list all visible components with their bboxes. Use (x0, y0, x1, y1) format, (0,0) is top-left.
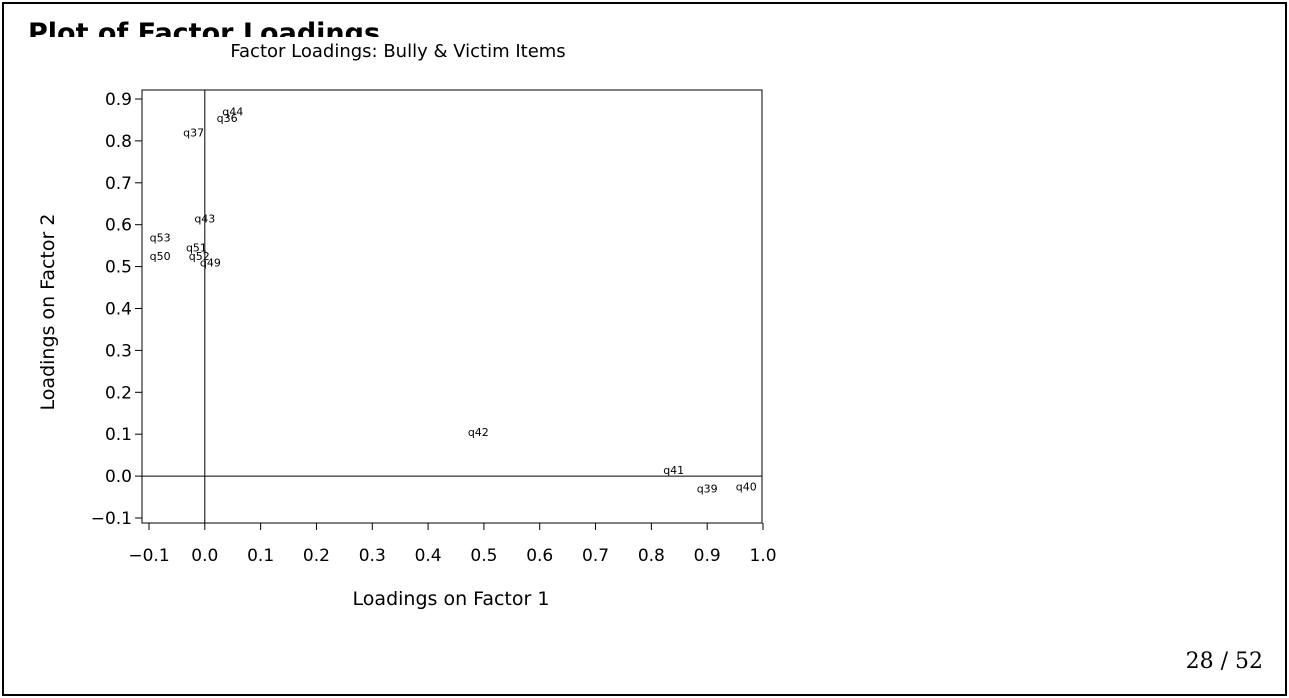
x-tick-label: 0.7 (582, 546, 609, 566)
x-tick-label: −0.1 (128, 546, 169, 566)
y-tick-label: −0.1 (91, 509, 132, 529)
point-label-q53: q53 (150, 231, 171, 244)
x-tick-label: 0.8 (638, 546, 665, 566)
point-label-q37: q37 (183, 127, 204, 140)
y-tick-label: 0.2 (105, 383, 132, 403)
point-label-q43: q43 (194, 212, 215, 225)
point-label-q40: q40 (736, 481, 757, 494)
x-tick-label: 0.5 (470, 546, 497, 566)
x-axis-label: Loadings on Factor 1 (353, 588, 550, 610)
x-tick-label: 0.6 (526, 546, 553, 566)
x-ticks: −0.1 0.0 0.1 0.2 0.3 0.4 0.5 0.6 0.7 0.8 0.9 1.0 (128, 523, 777, 566)
point-label-q39: q39 (697, 483, 718, 496)
y-axis-label: Loadings on Factor 2 (37, 214, 59, 411)
point-label-q50: q50 (150, 250, 171, 263)
x-tick-label: 0.4 (415, 546, 442, 566)
y-tick-label: 0.6 (105, 216, 132, 236)
y-tick-label: 0.3 (105, 341, 132, 361)
plot-area (141, 89, 763, 524)
y-tick-label: 0.9 (105, 90, 132, 110)
x-tick-label: 1.0 (749, 546, 776, 566)
x-tick-label: 0.9 (694, 546, 721, 566)
y-tick-label: 0.1 (105, 425, 132, 445)
y-tick-label: 0.8 (105, 132, 132, 152)
x-tick-label: 0.0 (191, 546, 218, 566)
point-label-q49: q49 (200, 256, 221, 269)
reference-lines (142, 90, 762, 523)
x-tick-label: 0.3 (359, 546, 386, 566)
y-tick-label: 0.4 (105, 300, 132, 320)
point-label-q44: q44 (222, 106, 243, 119)
page-number: 28 / 52 (1185, 649, 1263, 674)
y-tick-label: 0.0 (105, 467, 132, 487)
point-label-q52: q52 (189, 250, 210, 263)
y-ticks: −0.1 0.0 0.1 0.2 0.3 0.4 0.5 0.6 0.7 0.8 0.9 (91, 90, 142, 529)
point-label-q41: q41 (663, 464, 684, 477)
y-tick-label: 0.7 (105, 174, 132, 194)
point-label-q51: q51 (186, 242, 207, 255)
x-tick-label: 0.1 (247, 546, 274, 566)
factor-loadings-chart: Factor Loadings: Bully & Victim Items Lo… (37, 41, 777, 610)
point-label-q42: q42 (468, 426, 489, 439)
title-mask (4, 37, 904, 77)
y-tick-label: 0.5 (105, 258, 132, 278)
point-label-q36: q36 (217, 112, 238, 125)
chart-title: Factor Loadings: Bully & Victim Items (230, 41, 565, 62)
x-tick-label: 0.2 (303, 546, 330, 566)
